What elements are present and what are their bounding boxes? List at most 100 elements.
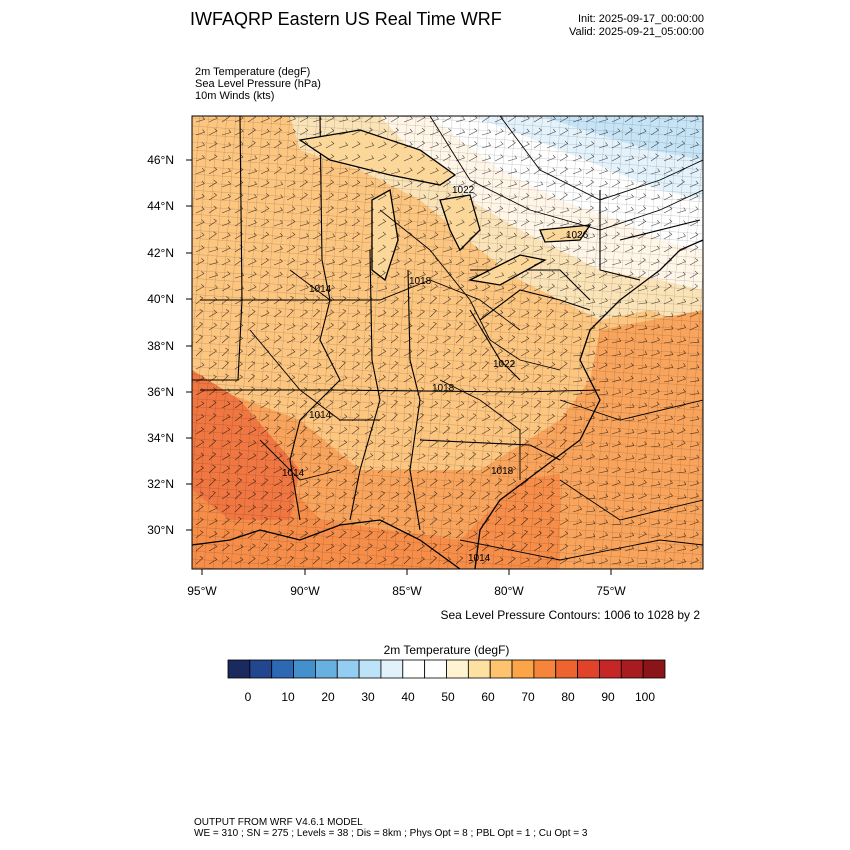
wind-barb <box>416 220 427 227</box>
wind-barb <box>416 335 425 344</box>
wind-barb <box>195 116 206 123</box>
wind-barb <box>429 206 439 214</box>
wind-barb <box>208 154 218 162</box>
wind-barb <box>195 245 205 253</box>
wind-barb <box>481 401 491 409</box>
wind-barb <box>247 168 258 175</box>
wind-barb <box>520 387 530 396</box>
wind-barb <box>208 231 217 240</box>
wind-barb <box>299 259 309 266</box>
wind-barb <box>299 246 309 253</box>
wind-barb <box>247 271 257 279</box>
wind-barb <box>546 478 555 487</box>
wind-barb <box>507 335 516 344</box>
wind-barb <box>299 233 310 240</box>
wind-barb <box>507 530 516 539</box>
wind-barb <box>247 309 256 318</box>
wind-barb <box>299 374 308 383</box>
wind-barb <box>273 466 283 474</box>
wind-barb <box>637 363 648 370</box>
wind-barb <box>624 219 634 227</box>
wind-barb <box>624 480 635 487</box>
wind-barb <box>442 166 452 175</box>
wind-barb <box>338 206 348 214</box>
wind-barb <box>676 532 687 539</box>
colorbar-swatch <box>314 659 338 679</box>
wind-barb <box>390 412 398 422</box>
wind-barb <box>494 426 503 435</box>
wind-barb <box>481 491 491 500</box>
colorbar-tick-label: 40 <box>401 690 415 704</box>
wind-barb <box>247 155 258 162</box>
footer-model: OUTPUT FROM WRF V4.6.1 MODEL <box>194 817 363 828</box>
wind-barb <box>650 245 660 253</box>
wind-barb <box>689 403 700 409</box>
wind-barb <box>481 258 491 266</box>
wind-barb <box>637 193 647 201</box>
wind-barb <box>533 258 543 266</box>
wind-barb <box>585 507 596 513</box>
wind-barb <box>442 518 452 526</box>
wind-barb <box>455 258 465 266</box>
wind-barb <box>442 464 450 474</box>
wind-barb <box>494 180 504 188</box>
wind-barb <box>559 284 569 292</box>
wind-barb <box>650 401 660 409</box>
wind-barb <box>416 361 425 370</box>
wind-barb <box>676 376 686 383</box>
wind-barb <box>286 323 296 331</box>
wind-barb <box>364 271 374 279</box>
wind-barb <box>299 335 308 344</box>
wind-barb <box>403 413 413 422</box>
wind-barb <box>351 544 361 552</box>
wind-barb <box>195 401 205 409</box>
wind-barb <box>234 257 243 266</box>
wind-barb <box>520 400 530 409</box>
wind-barb <box>468 464 477 474</box>
wind-barb <box>403 387 413 396</box>
wind-barb <box>585 440 595 448</box>
wind-barb <box>442 309 452 318</box>
wind-barb <box>507 361 516 370</box>
wind-barb <box>585 533 596 539</box>
wind-barb <box>312 491 321 500</box>
field-label-temperature: 2m Temperature (degF) <box>195 66 311 78</box>
wind-barb <box>598 467 609 474</box>
wind-barb <box>481 517 490 526</box>
wind-barb <box>572 403 583 409</box>
wind-barb <box>325 492 335 500</box>
wind-barb <box>533 207 544 214</box>
wind-barb <box>481 388 491 396</box>
wind-barb <box>637 559 648 565</box>
wind-barb <box>195 517 204 526</box>
wind-barb <box>403 504 412 513</box>
wind-barb <box>468 272 479 279</box>
colorbar-tick-label: 30 <box>361 690 375 704</box>
wind-barb <box>494 465 503 474</box>
wind-barb <box>260 244 270 253</box>
wind-barb <box>195 129 206 136</box>
wind-barb <box>351 557 361 565</box>
wind-barb <box>442 374 451 383</box>
wind-barb <box>312 154 322 162</box>
wind-barb <box>442 387 451 396</box>
wind-barb <box>377 180 387 188</box>
wind-barb <box>247 322 256 331</box>
wind-barb <box>598 429 609 435</box>
wind-barb <box>533 412 542 422</box>
wind-barb <box>663 364 674 370</box>
wind-barb <box>390 258 400 266</box>
wind-barb <box>533 220 543 227</box>
wind-barb <box>637 244 647 253</box>
colorbar-title: 2m Temperature (degF) <box>383 643 510 657</box>
wind-barb <box>234 478 243 487</box>
wind-barb <box>429 439 439 448</box>
wind-barb <box>416 374 425 383</box>
wind-barb <box>364 309 373 318</box>
wind-barb <box>195 283 205 292</box>
wind-barb <box>208 246 219 253</box>
wind-barb <box>273 425 281 435</box>
isobar-label: 1018 <box>409 276 432 287</box>
wind-barb <box>494 141 504 149</box>
wind-barb <box>455 452 465 461</box>
